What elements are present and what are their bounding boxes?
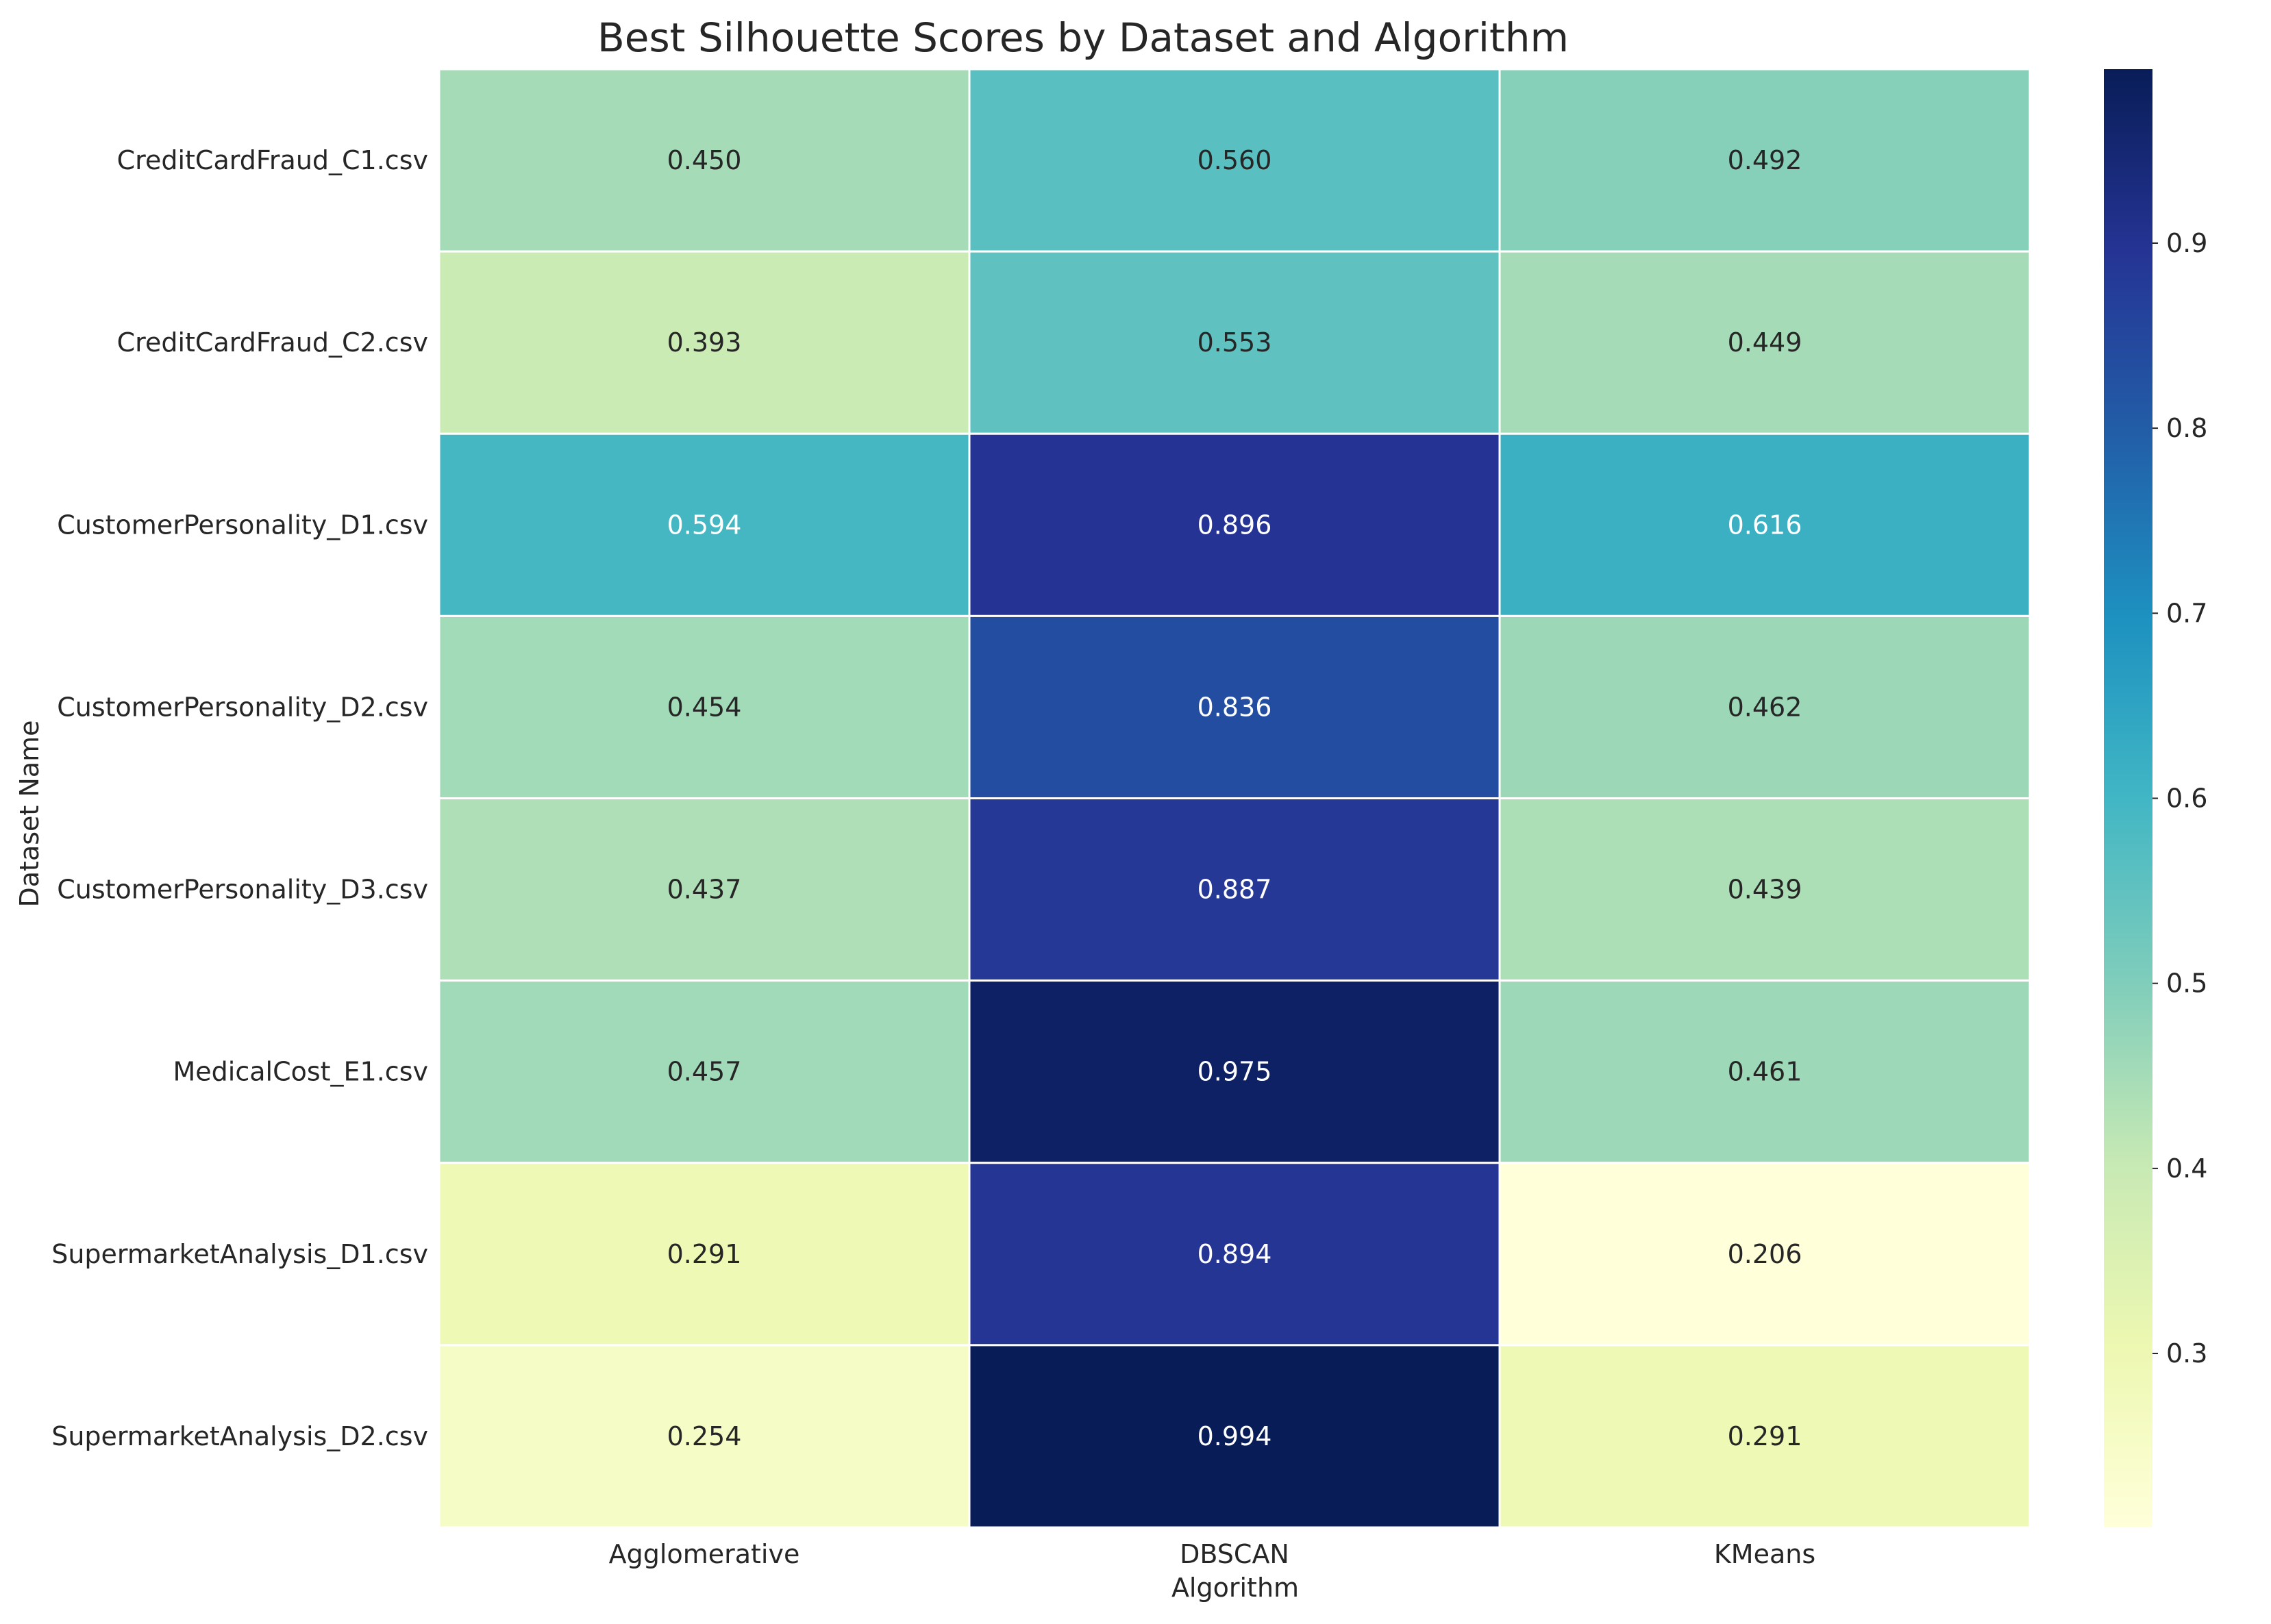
heatmap-cell <box>1498 1344 2031 1529</box>
colorbar-tick-label: 0.9 <box>2166 228 2207 258</box>
cell-value-label: 0.461 <box>1728 1057 1802 1087</box>
heatmap-cell <box>1498 68 2031 253</box>
cell-value-label: 0.894 <box>1197 1239 1272 1269</box>
cell-value-label: 0.553 <box>1197 327 1272 358</box>
cell-value-label: 0.616 <box>1728 510 1802 540</box>
y-tick-labels: CreditCardFraud_C1.csv CreditCardFraud_C2… <box>51 145 428 1451</box>
y-tick-label: MedicalCost_E1.csv <box>173 1057 428 1087</box>
cell-value-label: 0.457 <box>667 1057 742 1087</box>
y-tick-label: SupermarketAnalysis_D2.csv <box>51 1421 428 1451</box>
cell-value-label: 0.393 <box>667 327 742 358</box>
x-tick-label: KMeans <box>1714 1539 1815 1569</box>
cell-value-label: 0.887 <box>1197 875 1272 905</box>
colorbar-tick-label: 0.8 <box>2166 413 2207 443</box>
cell-value-label: 0.206 <box>1728 1239 1802 1269</box>
x-axis-label: Algorithm <box>1171 1573 1299 1603</box>
y-axis-label: Dataset Name <box>14 721 45 908</box>
y-tick-label: SupermarketAnalysis_D1.csv <box>51 1239 428 1269</box>
x-tick-label: Agglomerative <box>609 1539 800 1569</box>
heatmap-cell <box>968 68 1501 253</box>
chart-title: Best Silhouette Scores by Dataset and Al… <box>597 14 1569 61</box>
colorbar-tick-label: 0.4 <box>2166 1153 2207 1184</box>
cell-value-label: 0.462 <box>1728 692 1802 722</box>
heatmap-cell <box>968 979 1501 1164</box>
cell-value-label: 0.437 <box>667 875 742 905</box>
y-tick-label: CreditCardFraud_C1.csv <box>117 145 428 175</box>
heatmap-cell <box>1498 797 2031 982</box>
heatmap-cell <box>438 979 971 1164</box>
heatmap-cell <box>438 1162 971 1347</box>
heatmap-cell <box>438 797 971 982</box>
colorbar-tick-label: 0.5 <box>2166 969 2207 999</box>
cell-value-label: 0.492 <box>1728 145 1802 175</box>
heatmap-cell <box>438 1344 971 1529</box>
colorbar-gradient <box>2104 69 2152 1527</box>
y-tick-label: CustomerPersonality_D1.csv <box>57 510 428 540</box>
heatmap-cell <box>438 614 971 799</box>
cell-value-label: 0.254 <box>667 1421 742 1451</box>
cell-value-label: 0.836 <box>1197 692 1272 722</box>
colorbar-tick-label: 0.3 <box>2166 1338 2207 1369</box>
cell-value-label: 0.450 <box>667 145 742 175</box>
heatmap-cell <box>438 68 971 253</box>
cell-value-label: 0.454 <box>667 692 742 722</box>
cell-value-label: 0.896 <box>1197 510 1272 540</box>
y-tick-label: CreditCardFraud_C2.csv <box>117 327 428 358</box>
heatmap-cell <box>968 250 1501 435</box>
heatmap-cell <box>1498 614 2031 799</box>
y-tick-label: CustomerPersonality_D2.csv <box>57 692 428 722</box>
colorbar-tick-label: 0.6 <box>2166 784 2207 814</box>
cell-value-label: 0.291 <box>667 1239 742 1269</box>
heatmap-cell <box>968 1344 1501 1529</box>
heatmap-cells <box>438 68 2031 1529</box>
heatmap-cell <box>968 432 1501 617</box>
colorbar: 0.3 0.4 0.5 0.6 0.7 0.8 0.9 <box>2104 69 2207 1527</box>
y-tick-label: CustomerPersonality_D3.csv <box>57 875 428 905</box>
cell-value-label: 0.439 <box>1728 875 1802 905</box>
colorbar-tick-label: 0.7 <box>2166 598 2207 628</box>
heatmap-cell <box>968 797 1501 982</box>
cell-value-label: 0.594 <box>667 510 742 540</box>
heatmap-cell-labels: 0.450 0.560 0.492 0.393 0.553 0.449 0.594 0.896… <box>667 145 1802 1451</box>
heatmap-cell <box>1498 1162 2031 1347</box>
x-tick-labels: Agglomerative DBSCAN KMeans <box>609 1539 1815 1569</box>
cell-value-label: 0.449 <box>1728 327 1802 358</box>
cell-value-label: 0.560 <box>1197 145 1272 175</box>
cell-value-label: 0.994 <box>1197 1421 1272 1451</box>
heatmap-cell <box>1498 979 2031 1164</box>
heatmap-cell <box>968 1162 1501 1347</box>
heatmap-cell <box>1498 250 2031 435</box>
x-tick-label: DBSCAN <box>1180 1539 1289 1569</box>
heatmap-cell <box>438 250 971 435</box>
cell-value-label: 0.291 <box>1728 1421 1802 1451</box>
cell-value-label: 0.975 <box>1197 1057 1272 1087</box>
